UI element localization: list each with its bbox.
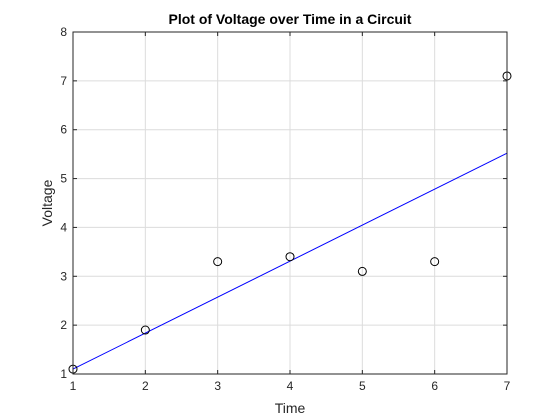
y-tick-label: 1 [60,367,67,381]
x-tick-label: 1 [70,379,77,393]
data-points [68,71,512,374]
data-point [357,266,367,276]
y-tick-label: 7 [60,74,67,88]
data-point [213,257,223,267]
chart-title: Plot of Voltage over Time in a Circuit [169,11,412,27]
y-axis-ticks: 1 2 3 4 5 6 7 8 [60,25,507,381]
grid-lines [73,32,507,374]
y-tick-label: 6 [60,123,67,137]
y-axis-label: Voltage [39,179,55,226]
x-tick-label: 7 [504,379,511,393]
x-tick-label: 3 [214,379,221,393]
y-tick-label: 5 [60,172,67,186]
y-tick-label: 4 [60,220,67,234]
y-tick-label: 2 [60,318,67,332]
x-tick-label: 4 [287,379,294,393]
y-tick-label: 3 [60,269,67,283]
data-point [140,325,150,335]
x-axis-ticks: 1 2 3 4 5 6 7 [70,32,511,393]
x-tick-label: 5 [359,379,366,393]
data-point [285,252,295,262]
y-tick-label: 8 [60,25,67,39]
data-point [430,257,440,267]
x-axis-label: Time [275,400,306,416]
x-tick-label: 2 [142,379,149,393]
x-tick-label: 6 [431,379,438,393]
